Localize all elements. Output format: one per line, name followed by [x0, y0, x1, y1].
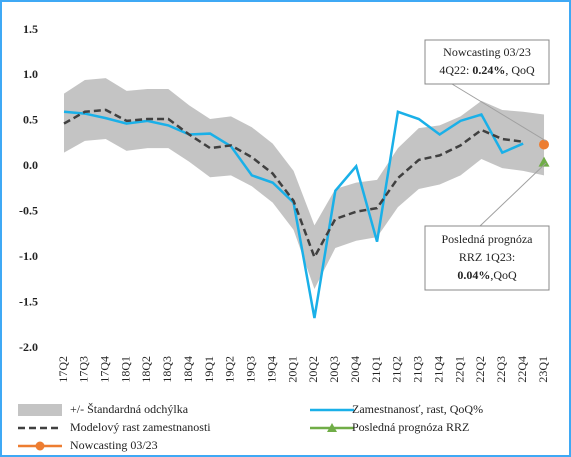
x-tick-label: 19Q3 [244, 356, 258, 383]
x-tick-label: 18Q4 [181, 356, 195, 383]
annotation-value: 0.04% [457, 268, 490, 282]
x-tick-label: 20Q1 [285, 356, 299, 383]
x-tick-label: 18Q2 [139, 356, 153, 383]
y-tick-label: -2.0 [19, 340, 38, 354]
x-tick-label: 19Q4 [264, 356, 278, 383]
x-tick-label: 22Q3 [494, 356, 508, 383]
legend-label: Zamestnanosť, rast, QoQ% [352, 402, 483, 416]
annotation-text: 4Q22: [439, 63, 472, 77]
annotation-text: RRZ 1Q23: [459, 250, 515, 264]
annotation-text: , QoQ [505, 63, 535, 77]
legend-label: +/- Štandardná odchýlka [70, 402, 189, 416]
x-tick-label: 18Q3 [160, 356, 174, 383]
x-tick-label: 19Q2 [223, 356, 237, 383]
annotation-box [424, 225, 550, 291]
x-tick-label: 20Q4 [348, 356, 362, 383]
y-tick-label: -1.0 [19, 249, 38, 263]
x-tick-label: 18Q1 [118, 356, 132, 383]
legend-label: Modelový rast zamestnanosti [70, 420, 211, 434]
x-tick-label: 17Q3 [77, 356, 91, 383]
y-tick-label: 1.5 [23, 22, 38, 36]
x-tick-label: 21Q1 [369, 356, 383, 383]
legend-label: Nowcasting 03/23 [70, 438, 158, 452]
legend-swatch [18, 404, 62, 416]
legend-label: Posledná prognóza RRZ [352, 420, 469, 434]
y-tick-label: -0.5 [19, 203, 38, 217]
x-tick-label: 19Q1 [202, 356, 216, 383]
annotation-text: Nowcasting 03/23 [443, 45, 531, 59]
annotation-text: ,QoQ [490, 268, 517, 282]
x-tick-label: 21Q3 [411, 356, 425, 383]
leader-line [451, 83, 547, 142]
x-tick-label: 22Q4 [515, 356, 529, 383]
y-tick-label: 1.0 [23, 67, 38, 81]
legend-marker [327, 423, 337, 432]
annotation-text: Posledná prognóza [442, 232, 534, 246]
x-tick-label: 20Q3 [327, 356, 341, 383]
x-tick-label: 22Q2 [473, 356, 487, 383]
x-tick-label: 17Q4 [97, 356, 111, 383]
y-tick-label: -1.5 [19, 294, 38, 308]
leader-line [479, 162, 547, 227]
plot-area: 1.5 1.0 0.5 0.0 -0.5 -1.0 -1.5 -2.0 17Q2 17Q3 17Q4… [19, 22, 550, 383]
y-tick-label: 0.5 [23, 113, 38, 127]
x-tick-label: 22Q1 [452, 356, 466, 383]
annotation-text: 4Q22: 0.24%, QoQ [439, 63, 535, 77]
legend-marker [35, 441, 45, 451]
series-line [63, 108, 524, 261]
x-tick-label: 20Q2 [306, 356, 320, 383]
x-tick-label: 23Q1 [536, 356, 550, 383]
series-marker [539, 139, 550, 150]
series-marker [538, 156, 550, 167]
x-tick-label: 21Q4 [431, 356, 445, 383]
x-tick-label: 21Q2 [390, 356, 404, 383]
x-tick-label: 17Q2 [56, 356, 70, 383]
annotation-value: 0.24% [472, 63, 505, 77]
annotation-box [424, 39, 550, 85]
annotation-text: 0.04%,QoQ [457, 268, 517, 282]
y-tick-label: 0.0 [23, 158, 38, 172]
